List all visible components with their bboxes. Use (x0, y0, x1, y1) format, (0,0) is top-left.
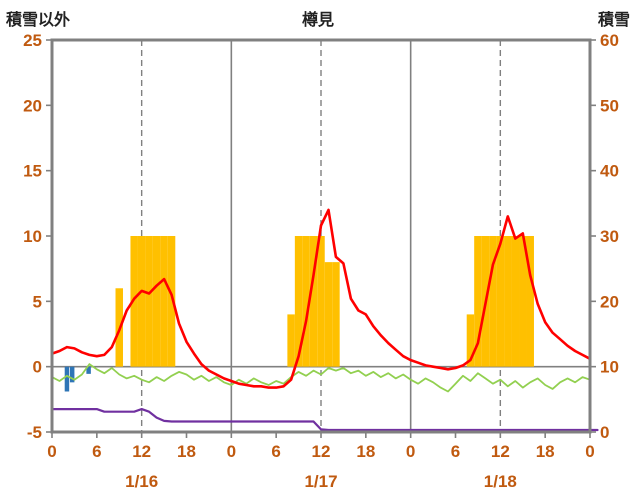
svg-text:18: 18 (177, 442, 196, 461)
left-axis-title: 積雪以外 (6, 12, 71, 29)
svg-text:20: 20 (600, 292, 619, 311)
svg-text:6: 6 (92, 442, 101, 461)
svg-text:6: 6 (451, 442, 460, 461)
svg-text:30: 30 (600, 227, 619, 246)
svg-text:15: 15 (23, 162, 42, 181)
svg-text:50: 50 (600, 96, 619, 115)
svg-text:20: 20 (23, 96, 42, 115)
svg-text:5: 5 (33, 292, 42, 311)
svg-text:12: 12 (132, 442, 151, 461)
svg-text:-5: -5 (27, 423, 42, 442)
axis-ticks (46, 39, 596, 438)
svg-text:60: 60 (600, 31, 619, 50)
svg-text:6: 6 (271, 442, 280, 461)
hour-tick-labels: 0 6 12 18 0 6 12 18 0 6 12 18 0 (47, 442, 594, 461)
precip-bars (64, 366, 91, 392)
right-axis-title: 積雪 (597, 12, 630, 29)
svg-text:12: 12 (491, 442, 510, 461)
svg-text:0: 0 (406, 442, 415, 461)
sunshine-bars (115, 236, 534, 367)
plot-border (50, 38, 592, 434)
svg-text:0: 0 (227, 442, 236, 461)
right-tick-labels: 60 50 40 30 20 10 0 (600, 31, 619, 442)
left-tick-labels: 25 20 15 10 5 0 -5 (23, 31, 42, 442)
svg-text:12: 12 (312, 442, 331, 461)
svg-text:40: 40 (600, 162, 619, 181)
chart-title: 樽見 (301, 12, 334, 29)
svg-text:18: 18 (536, 442, 555, 461)
svg-text:0: 0 (600, 423, 609, 442)
green-line (51, 363, 591, 393)
svg-text:0: 0 (47, 442, 56, 461)
svg-text:18: 18 (356, 442, 375, 461)
svg-text:0: 0 (585, 442, 594, 461)
svg-text:10: 10 (600, 358, 619, 377)
svg-text:10: 10 (23, 227, 42, 246)
snow-depth-line (50, 408, 599, 432)
date-labels: 1/16 1/17 1/18 (125, 472, 517, 491)
svg-text:1/17: 1/17 (304, 472, 337, 491)
temperature-line (50, 208, 592, 389)
svg-text:1/18: 1/18 (484, 472, 517, 491)
svg-text:0: 0 (33, 358, 42, 377)
svg-text:25: 25 (23, 31, 42, 50)
svg-text:1/16: 1/16 (125, 472, 158, 491)
